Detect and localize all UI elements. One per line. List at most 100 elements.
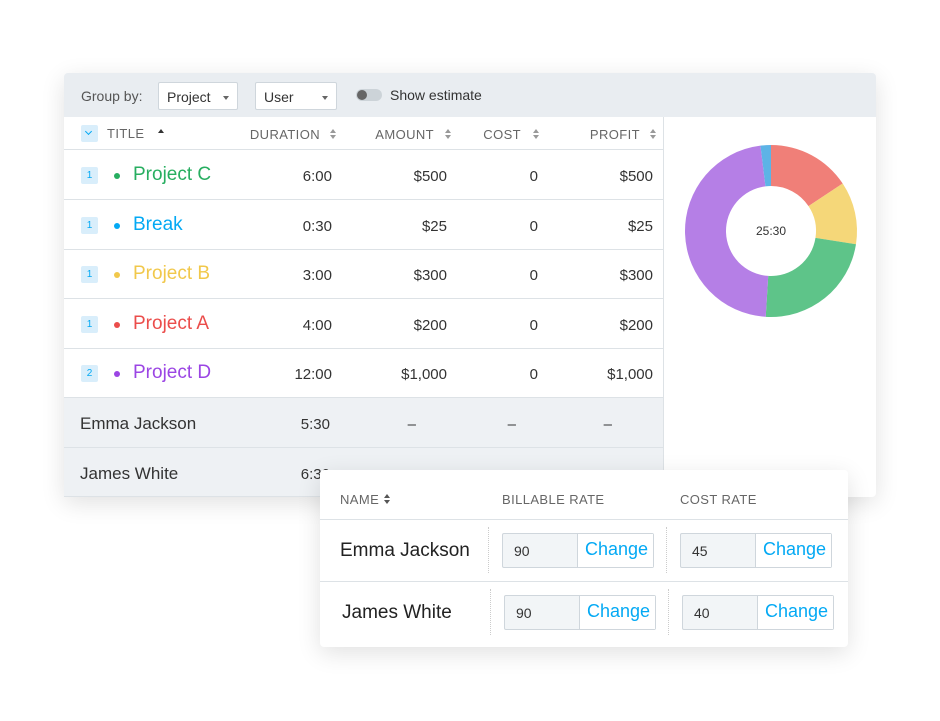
rates-header: BILLABLE RATE — [502, 492, 605, 507]
row-line — [64, 149, 663, 150]
column-header[interactable]: DURATION — [249, 127, 320, 142]
column-header[interactable]: COST — [483, 127, 521, 142]
cell-amount: $25 — [421, 217, 447, 235]
sort-icon — [650, 135, 656, 139]
cell-duration: 6:00 — [302, 168, 332, 185]
cell-profit: $300 — [619, 267, 653, 285]
project-title[interactable]: Project A — [133, 312, 210, 334]
button-bg[interactable] — [757, 596, 833, 629]
rate-value[interactable]: 40 — [694, 605, 710, 621]
cell-cost: 0 — [529, 366, 538, 384]
donut-center-label: 25:30 — [756, 224, 786, 238]
cell-amount: $500 — [413, 168, 447, 185]
change-button[interactable]: Change — [585, 539, 649, 559]
sort-icon — [330, 135, 336, 139]
cell-amount: $300 — [413, 267, 447, 285]
project-select[interactable] — [158, 82, 238, 110]
sort-icon — [384, 494, 390, 498]
color-dot — [114, 272, 120, 279]
cell-cost: 0 — [529, 316, 538, 334]
sort-icon — [650, 129, 656, 133]
dotted-divider — [490, 589, 491, 635]
rates-header: COST RATE — [680, 492, 757, 507]
user-select-text[interactable]: User — [264, 89, 294, 105]
toggle-label: Show estimate — [390, 87, 482, 103]
color-dot — [114, 173, 120, 179]
cell-duration: 12:00 — [294, 366, 332, 384]
change-button[interactable]: Change — [765, 601, 829, 621]
button-bg[interactable] — [755, 534, 831, 567]
sort-icon — [533, 135, 539, 139]
row-badge: 1 — [81, 216, 98, 234]
dotted-divider — [666, 527, 667, 573]
sort-icon — [330, 129, 336, 133]
dotted-divider — [488, 527, 489, 573]
cell-duration: 5:30 — [300, 416, 330, 433]
rate-value[interactable]: 90 — [516, 605, 532, 621]
donut-segment — [771, 145, 843, 207]
button-bg[interactable] — [577, 534, 653, 567]
cell-cost: 0 — [529, 217, 538, 235]
project-title[interactable]: Project D — [133, 362, 212, 384]
project-title[interactable]: Break — [133, 213, 183, 235]
caret — [322, 96, 328, 100]
sort-icon — [158, 129, 164, 133]
rate-name: James White — [342, 602, 452, 623]
row-line — [64, 248, 663, 250]
project-select-text[interactable]: Project — [167, 89, 211, 105]
row-badge: 1 — [81, 167, 98, 184]
donut-segment — [808, 183, 857, 245]
user-row — [64, 398, 663, 448]
row-line — [64, 199, 663, 200]
row-line — [320, 519, 848, 520]
row-line — [64, 347, 663, 349]
column-header[interactable]: TITLE — [107, 126, 145, 141]
cell-cost: – — [507, 416, 516, 433]
user-name: James White — [80, 464, 179, 483]
sort-icon — [533, 129, 539, 133]
column-header[interactable]: AMOUNT — [375, 127, 434, 142]
sort-icon — [445, 129, 451, 133]
color-dot — [114, 222, 120, 229]
toggle-knob[interactable] — [357, 90, 367, 100]
sort-icon — [445, 135, 451, 139]
donut-segment — [684, 145, 769, 317]
group-by-label: Group by: — [81, 88, 143, 104]
donut-segment — [760, 145, 771, 187]
rate-name: Emma Jackson — [340, 540, 470, 561]
cell-profit: $500 — [619, 168, 653, 185]
cell-amount: $200 — [413, 316, 447, 334]
row-badge: 1 — [81, 266, 98, 284]
row-line — [64, 298, 663, 300]
rate-value[interactable]: 45 — [692, 543, 708, 559]
rate-value[interactable]: 90 — [514, 543, 530, 559]
cell-cost: 0 — [529, 267, 538, 285]
cell-profit: $1,000 — [607, 366, 653, 384]
rates-header[interactable]: NAME — [340, 492, 380, 507]
cell-amount: – — [407, 416, 416, 433]
divider — [663, 117, 664, 497]
cell-duration: 4:00 — [302, 316, 332, 334]
button-bg[interactable] — [579, 596, 655, 629]
cell-cost: 0 — [529, 168, 538, 185]
row-line — [320, 581, 848, 582]
column-header[interactable]: PROFIT — [589, 127, 640, 142]
expand-all[interactable] — [81, 125, 98, 142]
cell-profit: $200 — [619, 316, 653, 334]
donut-chart: 25:30 — [684, 145, 857, 317]
project-title[interactable]: Project B — [133, 263, 211, 285]
color-dot — [114, 321, 120, 328]
project-title[interactable]: Project C — [133, 164, 212, 185]
row-badge: 2 — [81, 365, 98, 383]
cell-duration: 0:30 — [302, 217, 332, 235]
row-badge: 1 — [81, 315, 98, 333]
donut-segment — [765, 237, 856, 317]
cell-profit: – — [603, 416, 612, 433]
cell-profit: $25 — [627, 217, 653, 235]
change-button[interactable]: Change — [763, 539, 827, 559]
dotted-divider — [668, 589, 669, 635]
change-button[interactable]: Change — [587, 601, 651, 621]
caret — [223, 96, 229, 100]
row-line — [64, 397, 663, 399]
